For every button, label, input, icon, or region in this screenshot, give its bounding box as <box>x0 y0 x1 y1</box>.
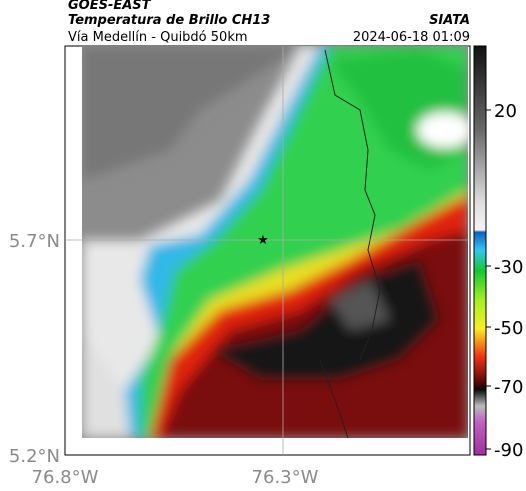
city-marker: ★ <box>257 233 269 248</box>
colorbar-label: 20 <box>494 101 517 122</box>
datetime: 2024-06-18 01:09 <box>353 30 470 45</box>
lon-label: 76.3°W <box>252 467 319 488</box>
colorbar <box>473 45 487 456</box>
brand: SIATA <box>429 13 470 28</box>
imagery <box>82 46 468 438</box>
colorbar-label: -90 <box>494 440 523 461</box>
colorbar-label: -70 <box>494 377 523 398</box>
lat-label: 5.7°N <box>9 231 60 252</box>
product: Temperatura de Brillo CH13 <box>68 13 270 28</box>
colorbar-label: -50 <box>494 318 523 339</box>
source: GOES-EAST <box>68 0 152 13</box>
colorbar-label: -30 <box>494 257 523 278</box>
colorbar-ticks: 20 -30 -50 -70 -90 <box>486 101 523 461</box>
route: Vía Medellín - Quibdó 50km <box>68 30 248 45</box>
lon-label: 76.8°W <box>32 467 99 488</box>
lat-label: 5.2°N <box>9 446 60 467</box>
